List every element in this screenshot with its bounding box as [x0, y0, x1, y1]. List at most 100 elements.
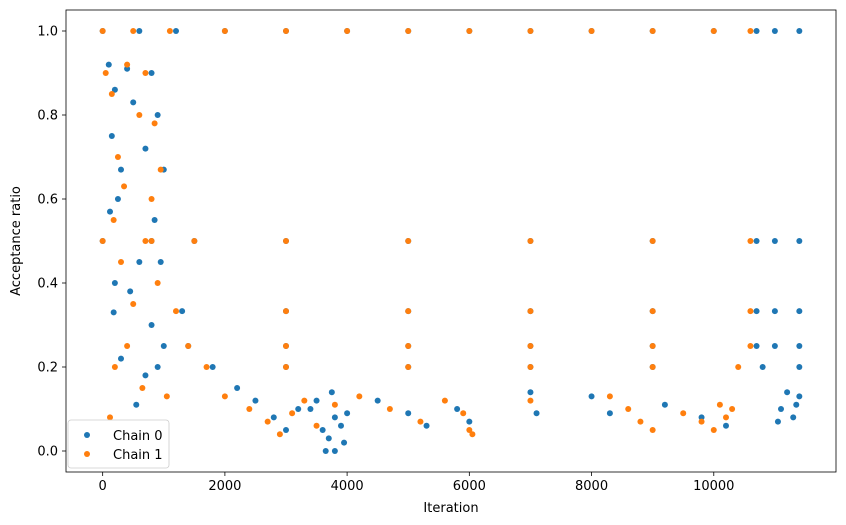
data-point [747, 308, 754, 315]
data-point [295, 406, 302, 412]
legend-marker-chain-1 [84, 451, 90, 457]
data-point [142, 145, 149, 152]
data-point [325, 435, 332, 442]
data-point [114, 154, 121, 160]
data-point [102, 70, 109, 76]
series-layer [99, 28, 803, 454]
data-point [331, 401, 338, 408]
data-point [154, 364, 161, 370]
x-tick-label: 4000 [331, 479, 364, 494]
y-tick-label: 0.6 [37, 193, 58, 208]
data-point [127, 288, 134, 295]
data-point [625, 406, 632, 412]
data-point [796, 343, 803, 349]
data-point [698, 414, 705, 421]
data-point [527, 28, 534, 34]
data-point [313, 397, 320, 404]
data-point [283, 238, 289, 244]
data-point [221, 393, 228, 400]
data-point [173, 28, 179, 34]
data-point [405, 364, 412, 370]
legend: Chain 0 Chain 1 [67, 419, 170, 469]
data-point [136, 28, 143, 34]
data-point [771, 28, 778, 34]
data-point [142, 238, 149, 244]
x-tick-label: 6000 [453, 479, 486, 494]
y-tick-label: 0.2 [37, 361, 58, 376]
data-point [417, 418, 424, 425]
data-point [747, 343, 754, 349]
x-tick-label: 8000 [575, 479, 608, 494]
legend-box [67, 419, 170, 469]
data-point [759, 364, 766, 370]
y-axis-label: Acceptance ratio [9, 186, 24, 296]
data-point [234, 385, 241, 391]
data-point [771, 238, 778, 244]
data-point [111, 86, 118, 93]
data-point [111, 280, 118, 286]
data-point [136, 259, 143, 265]
data-point [151, 120, 158, 127]
data-point [142, 70, 149, 76]
y-tick-label: 0.0 [37, 445, 58, 460]
data-point [753, 238, 760, 244]
data-point [386, 406, 393, 412]
data-point [130, 99, 137, 106]
data-point [331, 414, 338, 421]
ticks-layer: 0 2000 4000 6000 8000 10000 0.0 0.2 0.4 0.6 0.8 1.0 [37, 25, 734, 495]
data-point [606, 410, 613, 417]
data-point [649, 427, 656, 433]
data-point [328, 389, 335, 396]
legend-label-chain-1: Chain 1 [113, 448, 163, 463]
data-point [151, 217, 158, 223]
data-point [148, 322, 155, 328]
legend-label-chain-0: Chain 0 [113, 429, 163, 444]
data-point [118, 259, 124, 265]
data-point [796, 308, 803, 315]
data-point [118, 355, 124, 362]
data-point [466, 28, 473, 34]
data-point [108, 133, 115, 139]
data-point [338, 422, 344, 429]
data-point [698, 418, 705, 425]
data-point [283, 364, 289, 370]
data-point [649, 308, 656, 315]
data-point [289, 410, 296, 417]
data-point [163, 393, 170, 400]
data-point [154, 280, 161, 286]
data-point [283, 308, 289, 315]
data-point [157, 166, 164, 173]
data-point [405, 308, 412, 315]
y-tick-label: 1.0 [37, 25, 58, 40]
data-point [130, 301, 137, 307]
data-point [121, 183, 128, 190]
data-point [136, 112, 143, 118]
data-point [774, 418, 781, 425]
data-point [527, 238, 534, 244]
data-point [405, 28, 412, 34]
x-tick-label: 2000 [208, 479, 241, 494]
data-point [469, 431, 476, 438]
data-point [527, 308, 534, 315]
data-point [796, 393, 803, 400]
data-point [99, 28, 106, 34]
data-point [160, 343, 167, 349]
x-axis-label: Iteration [423, 501, 478, 516]
data-point [110, 309, 117, 316]
data-point [283, 343, 289, 349]
data-point [606, 393, 613, 400]
data-point [747, 28, 754, 34]
data-point [771, 308, 778, 315]
data-point [264, 418, 271, 425]
data-point [270, 414, 277, 421]
data-point [179, 308, 186, 315]
series-chain-1 [99, 28, 754, 438]
data-point [148, 238, 155, 244]
data-point [111, 364, 118, 370]
data-point [790, 414, 797, 421]
data-point [454, 406, 461, 412]
data-point [753, 343, 760, 349]
data-point [460, 410, 467, 417]
data-point [148, 70, 155, 76]
